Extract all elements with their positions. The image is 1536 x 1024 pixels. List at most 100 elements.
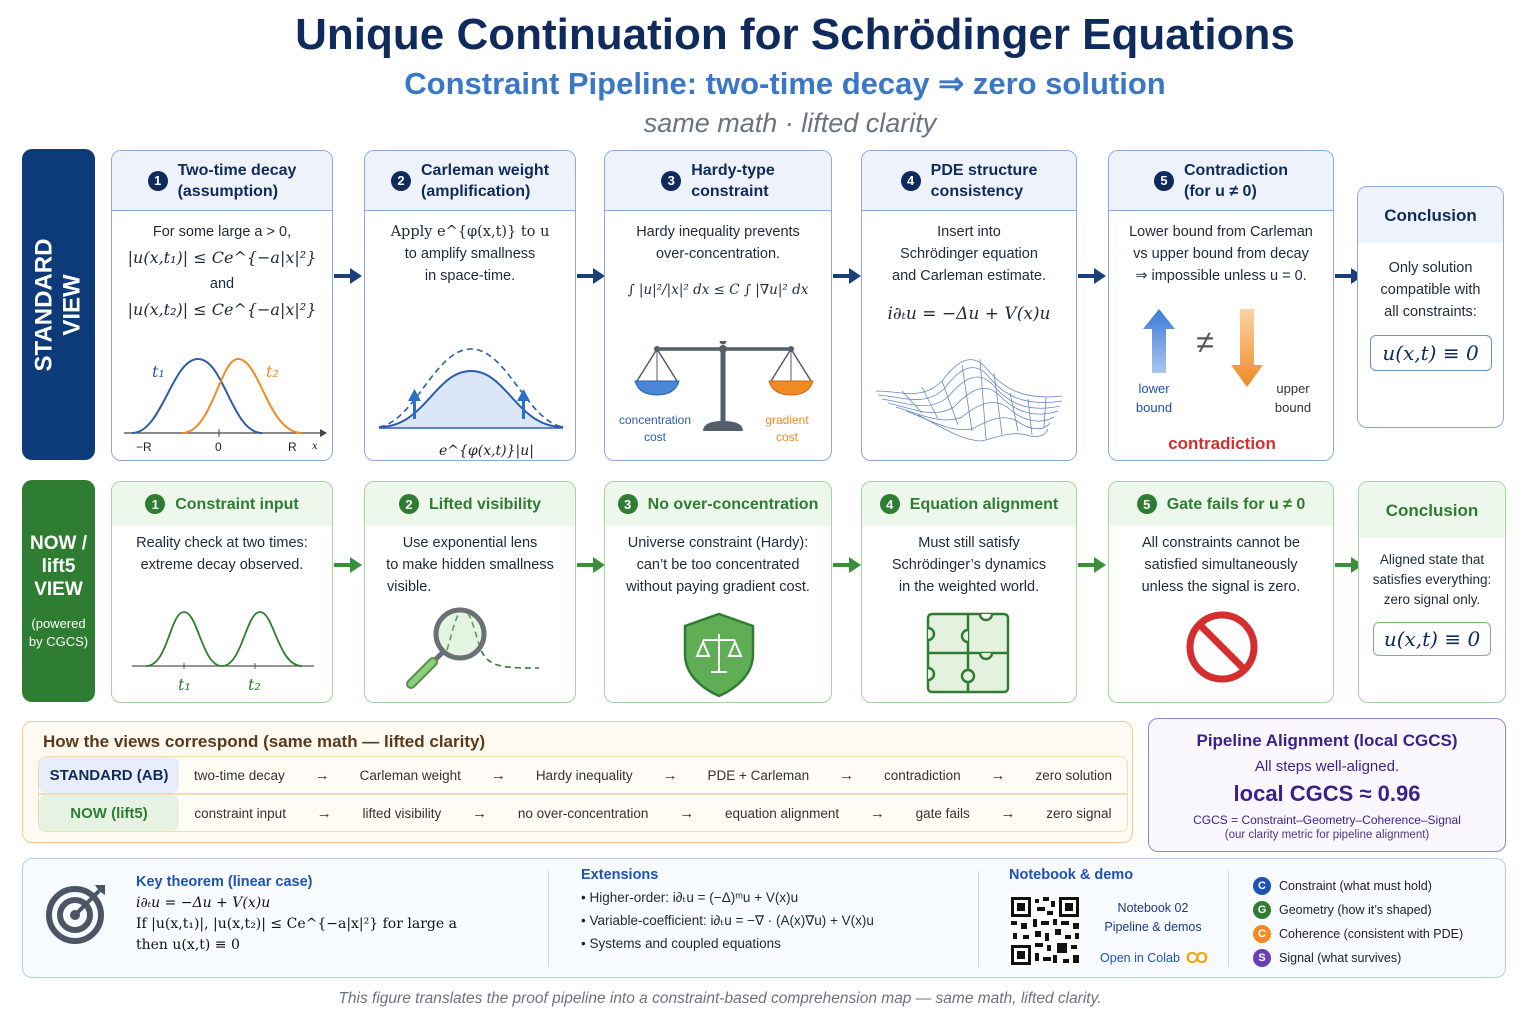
card-text-3: in space-time. [424, 268, 516, 284]
now-step-3-card: 3 No over-concentration Universe constrai… [604, 481, 832, 703]
powered-by-line2: by CGCS) [28, 633, 89, 649]
arrow-right-icon [1078, 268, 1106, 284]
card-text-2: over-concentration. [655, 246, 781, 262]
now-label-line2: lift5 [41, 555, 76, 577]
arrow-right-icon [334, 268, 362, 284]
card-title: Conclusion [1384, 205, 1477, 225]
cell: zero solution [1035, 767, 1113, 783]
puzzle-pieces-icon [926, 612, 1010, 694]
arrow-right-icon [1078, 557, 1106, 573]
card-title-sub: (for u ≠ 0) [1184, 182, 1257, 200]
card-title-sub: constraint [691, 182, 769, 200]
notebook-section: Notebook & demo Notebook 02 Pipeline & d… [1009, 867, 1219, 985]
now-step-1-card: 1 Constraint input Reality check at two t… [111, 481, 333, 703]
card-text-1: Insert into [937, 224, 1001, 240]
card-text-1: Use exponential lens [402, 535, 538, 551]
open-in-colab-link[interactable]: Open in Colab CO [1087, 949, 1219, 968]
card-text-2: Schrödinger’s dynamics [891, 557, 1047, 573]
card-text-2: Schrödinger equation [900, 246, 1038, 262]
cgcs-legend: C Constraint (what must hold) G Geometry (… [1253, 877, 1503, 995]
step-number-badge: 3 [617, 494, 638, 514]
card-text-2: to make hidden smallness [386, 557, 554, 573]
extension-item: Higher-order: i∂ₜu = (−Δ)ᵐu + V(x)u [589, 890, 799, 905]
card-title: Conclusion [1385, 500, 1479, 520]
card-text-1: Reality check at two times: [136, 535, 308, 551]
now-view-label: NOW / lift5 VIEW (powered by CGCS) [22, 480, 95, 702]
correspondence-panel: How the views correspond (same math — li… [22, 721, 1133, 843]
two-gaussians-figure: t₁ t₂ −R 0 R x [124, 357, 327, 454]
row-label: STANDARD (AB) [39, 757, 179, 793]
target-icon [46, 885, 105, 944]
extension-item: Variable-coefficient: i∂ₜu = −∇ · (A(x)∇… [589, 913, 874, 928]
svg-text:upper: upper [1276, 381, 1310, 396]
card-text-1: Lower bound from Carleman [1129, 224, 1313, 240]
card-header: 4 Equation alignment [862, 482, 1076, 526]
card-title: No over-concentration [647, 495, 819, 513]
card-title: Equation alignment [909, 495, 1059, 513]
card-text: For some large a > 0, [152, 224, 292, 240]
colab-link-label[interactable]: Open in Colab [1100, 951, 1180, 965]
arrow-icon: → [314, 766, 330, 784]
divider [1228, 871, 1229, 967]
card-text-2: vs upper bound from decay [1133, 246, 1309, 262]
cgcs-definition: CGCS = Constraint–Geometry–Coherence–Sig… [1193, 813, 1461, 827]
standard-step-2-card: 2 Carleman weight (amplification) Apply e^… [364, 150, 576, 461]
divider [548, 871, 549, 967]
two-peaks-figure: t₁ t₂ [132, 611, 314, 694]
card-text-1: Hardy inequality prevents [636, 224, 800, 240]
cell: zero signal [1046, 805, 1112, 821]
svg-text:t₂: t₂ [248, 675, 261, 694]
card-header: 2 Lifted visibility [365, 482, 575, 526]
arrow-icon: → [990, 766, 1006, 784]
standard-step-1-card: 1 Two-time decay (assumption) For some lar… [111, 150, 333, 461]
cell: Carleman weight [359, 767, 461, 783]
card-text-and: and [209, 276, 235, 292]
cell: two-time decay [193, 767, 285, 783]
card-text-1: Only solution [1388, 260, 1473, 276]
alignment-title: Pipeline Alignment (local CGCS) [1196, 731, 1458, 750]
legend-geometry: G Geometry (how it’s shaped) [1253, 901, 1503, 919]
svg-text:bound: bound [1275, 400, 1311, 415]
card-text-1: Universe constraint (Hardy): [627, 535, 809, 551]
card-text-1: Aligned state that [1379, 552, 1485, 567]
bounds-arrows-figure: ≠ lower bound upper bound contradiction [1136, 309, 1311, 453]
arrow-icon: → [472, 804, 488, 822]
svg-text:bound: bound [1136, 400, 1172, 415]
standard-step-5-card: 5 Contradiction (for u ≠ 0) Lower bound fr… [1108, 150, 1334, 461]
legend-constraint: C Constraint (what must hold) [1253, 877, 1503, 895]
cell: PDE + Carleman [707, 767, 810, 783]
arrow-icon: → [679, 804, 695, 822]
theorem-conclusion: then u(x,t) ≡ 0 [136, 937, 240, 953]
standard-step-4-card: 4 PDE structure consistency Insert into Sc… [861, 150, 1077, 461]
coherence-badge-icon: C [1253, 925, 1271, 943]
svg-text:t₁: t₁ [152, 362, 165, 381]
cell: constraint input [194, 805, 286, 821]
card-text-2: to amplify smallness [404, 246, 536, 262]
colab-logo-icon: CO [1185, 950, 1208, 967]
step-number-badge: 5 [1154, 170, 1174, 191]
step-number-badge: 2 [390, 170, 411, 191]
step-number-badge: 4 [900, 170, 921, 191]
qr-code-icon[interactable] [1009, 895, 1081, 967]
now-label-line1: NOW / [30, 532, 87, 554]
bottom-info-panel: Key theorem (linear case) i∂ₜu = −Δu + V… [22, 858, 1506, 978]
card-title: Carleman weight [420, 161, 550, 179]
card-header: 5 Gate fails for u ≠ 0 [1109, 482, 1333, 526]
alignment-status: All steps well-aligned. [1254, 758, 1400, 775]
schrodinger-equation: i∂ₜu = −Δu + V(x)u [887, 304, 1051, 324]
card-header: 5 Contradiction (for u ≠ 0) [1109, 151, 1333, 211]
theorem-hypothesis: If |u(x,t₁)|, |u(x,t₂)| ≤ Ce^{−a|x|²} fo… [136, 916, 457, 932]
svg-text:x: x [312, 441, 318, 452]
step-number-badge: 1 [147, 170, 168, 191]
arrow-right-icon [334, 557, 362, 573]
arrow-right-icon [577, 268, 605, 284]
cell: no over-concentration [517, 805, 649, 821]
svg-text:cost: cost [776, 430, 799, 444]
magnifying-glass-icon [406, 607, 540, 689]
key-theorem-section: Key theorem (linear case) i∂ₜu = −Δu + V… [43, 859, 543, 977]
card-title: Two-time decay [177, 161, 297, 179]
card-title: Hardy-type [691, 161, 775, 179]
shield-scale-icon [683, 612, 755, 698]
arrow-icon: → [662, 766, 678, 784]
page-subtitle: Constraint Pipeline: two-time decay ⇒ ze… [404, 66, 1166, 101]
